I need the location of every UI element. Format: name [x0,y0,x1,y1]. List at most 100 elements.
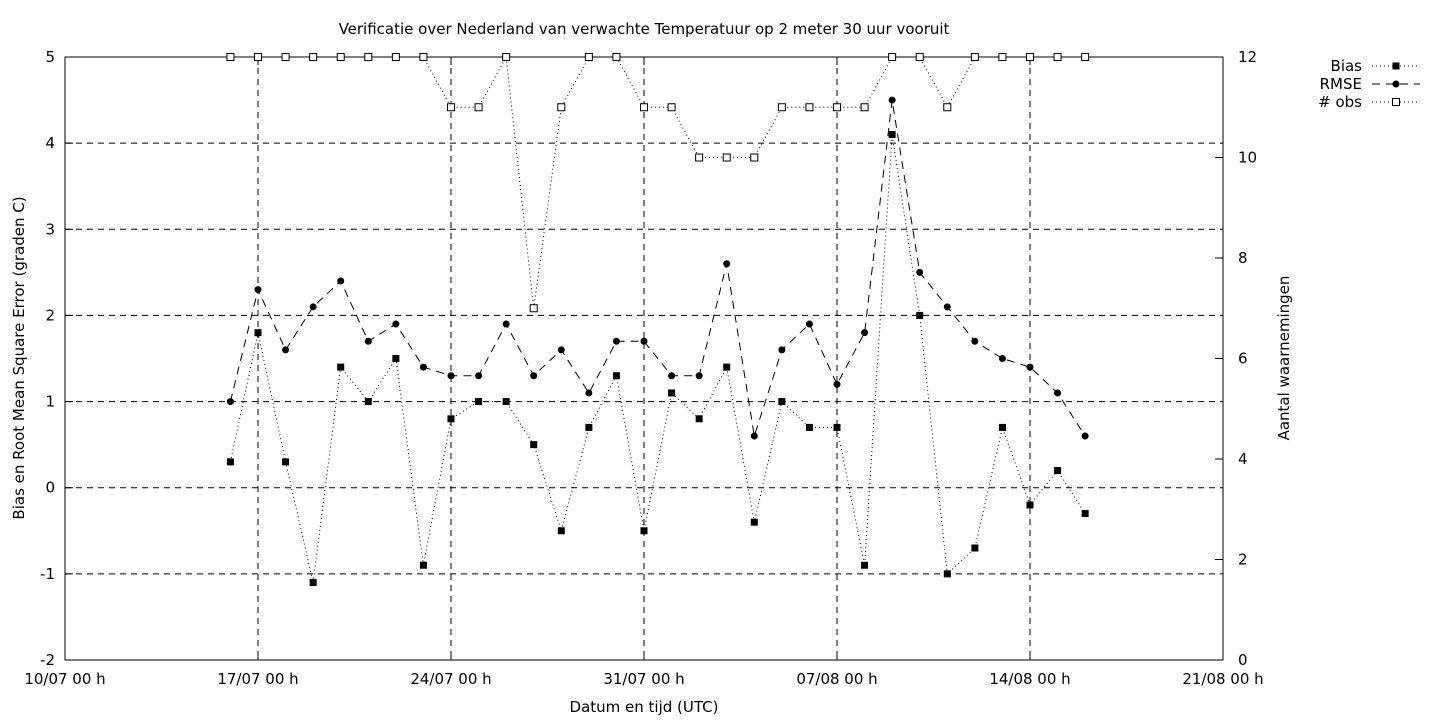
data-point-bias [833,423,841,431]
data-point-obs [226,53,235,61]
data-point-obs [888,53,897,61]
data-point-rmse [530,372,538,380]
data-point-rmse [392,320,400,328]
data-point-bias [1054,466,1062,474]
legend-marker-obs [1392,98,1400,106]
series-line-obs [230,55,1086,309]
data-point-obs [419,53,428,61]
y-tick-label: -2 [40,651,55,669]
data-point-bias [392,355,400,362]
data-point-rmse [612,337,620,345]
data-point-bias [226,458,234,466]
data-point-bias [805,423,813,431]
x-tick-label: 14/08 00 h [989,670,1070,688]
data-point-rmse [309,303,317,311]
data-point-rmse [337,277,345,285]
data-point-bias [585,423,593,431]
data-point-rmse [226,398,234,406]
x-tick-label: 21/08 00 h [1182,670,1263,688]
data-point-obs [667,103,676,112]
data-point-rmse [723,260,731,268]
data-point-bias [502,398,510,406]
chart-title: Verificatie over Nederland van verwachte… [339,20,950,38]
data-point-bias [419,561,427,569]
data-point-rmse [364,337,372,345]
y2-tick-label: 2 [1238,551,1248,569]
data-point-rmse [1081,432,1089,440]
data-point-bias [916,311,924,319]
data-point-rmse [943,303,951,311]
data-point-obs [612,53,621,61]
data-point-obs [364,53,373,61]
series-line-bias [229,134,1086,583]
data-point-obs [474,103,483,112]
data-point-obs [391,53,400,61]
data-point-bias [309,578,317,586]
x-tick-label: 24/07 00 h [410,670,491,688]
y-axis-label: Bias en Root Mean Square Error (graden C… [10,196,28,519]
data-point-obs [336,53,345,61]
data-point-bias [612,372,620,380]
data-point-obs [970,53,979,61]
y-tick-label: 0 [45,479,55,497]
y2-tick-label: 4 [1238,450,1248,468]
x-tick-label: 31/07 00 h [603,670,684,688]
data-point-rmse [640,337,648,345]
y-tick-label: -1 [40,565,55,583]
data-point-bias [530,441,538,449]
legend-label-rmse: RMSE [1320,75,1362,93]
legend-label-obs: # obs [1318,93,1362,111]
data-point-bias [1026,501,1034,509]
data-point-rmse [502,320,510,328]
data-point-bias [364,398,372,406]
data-point-obs [943,103,952,112]
x-tick-label: 10/07 00 h [24,670,105,688]
data-point-obs [998,53,1007,61]
data-point-rmse [805,320,813,328]
data-point-obs [309,53,318,61]
data-point-rmse [282,346,290,354]
data-point-obs [1081,53,1090,61]
series-layer [226,53,1090,586]
data-point-rmse [585,389,593,397]
data-point-rmse [778,346,786,354]
y-tick-label: 1 [45,393,55,411]
data-point-bias [557,527,565,535]
data-point-bias [971,544,979,552]
data-point-obs [695,153,704,162]
data-point-obs [281,53,290,61]
data-point-obs [447,103,455,112]
legend-label-bias: Bias [1331,57,1363,75]
y2-tick-label: 8 [1238,249,1248,267]
data-point-obs [915,53,924,61]
data-point-obs [805,103,814,112]
data-point-obs [722,153,731,162]
data-point-obs [584,53,593,61]
series-line-rmse [229,100,1086,437]
data-point-obs [777,103,786,112]
data-point-rmse [916,268,924,276]
data-point-obs [529,304,538,313]
data-point-obs [750,153,759,162]
data-point-bias [254,329,262,337]
grid-lines [65,57,1223,660]
data-point-rmse [695,372,703,380]
y2-tick-label: 0 [1238,651,1248,669]
y-tick-label: 2 [45,306,55,324]
legend-marker-bias [1392,62,1400,70]
y2-axis-label: Aantal waarnemingen [1275,276,1293,441]
y-tick-label: 4 [45,134,55,152]
y-tick-label: 3 [45,220,55,238]
data-point-rmse [419,363,427,371]
data-point-rmse [861,329,869,337]
x-axis-label: Datum en tijd (UTC) [570,698,719,716]
data-point-bias [750,518,758,526]
data-point-rmse [971,337,979,345]
data-point-bias [998,423,1006,431]
data-point-obs [502,53,511,61]
data-point-obs [1026,53,1034,61]
data-point-rmse [668,372,676,380]
data-point-bias [723,363,731,371]
